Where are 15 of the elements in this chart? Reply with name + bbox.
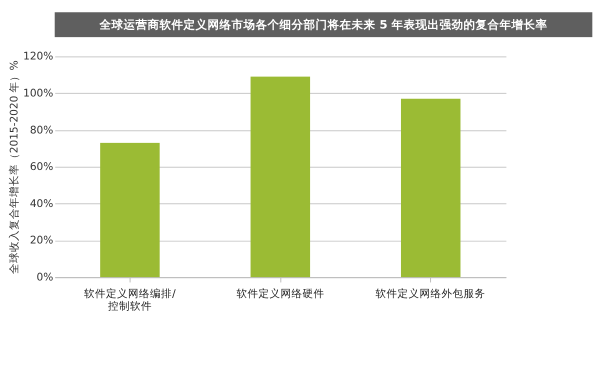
x-tick-label: 软件定义网络硬件 (236, 286, 324, 300)
x-tick-label: 软件定义网络外包服务 (376, 286, 486, 300)
bar (100, 142, 160, 278)
y-tick-label: 80% (30, 124, 54, 136)
y-tick-label: 60% (30, 161, 54, 174)
y-tick-label: 120% (23, 50, 54, 63)
y-tick-label: 100% (23, 88, 54, 100)
y-tick-label: 0% (36, 272, 54, 284)
chart-title: 全球运营商软件定义网络市场各个细分部门将在未来 5 年表现出强劲的复合年增长率 (98, 18, 548, 32)
y-axis-title: 全球收入复合年增长率（2015-2020 年）% (7, 60, 20, 274)
y-tick-label: 40% (30, 198, 54, 210)
x-tick-label: 软件定义网络编排/控制软件 (84, 286, 176, 312)
bar (400, 98, 460, 278)
bar (250, 76, 310, 278)
y-tick-label: 20% (30, 234, 54, 247)
